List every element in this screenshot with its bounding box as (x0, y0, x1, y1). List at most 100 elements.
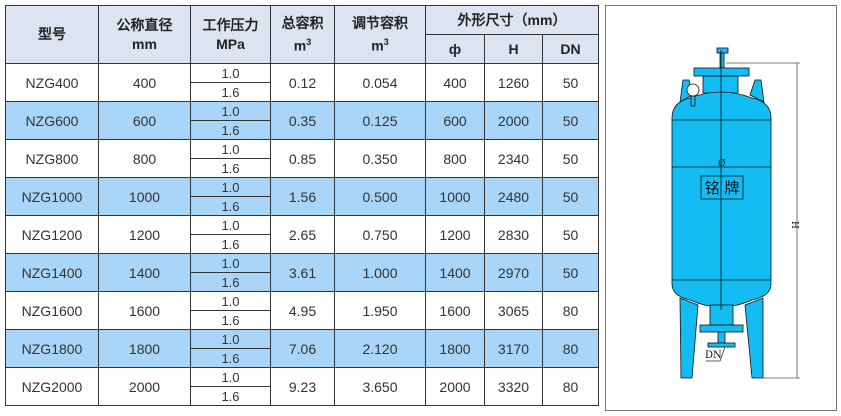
diameter-cell: 1200 (98, 215, 191, 254)
pressure-cell: 1.0 (190, 215, 271, 235)
h-cell: 3065 (484, 291, 543, 330)
h-cell: 3170 (484, 329, 543, 368)
total-volume-cell: 3.61 (270, 253, 335, 292)
model-cell: NZG1400 (5, 253, 99, 292)
h-cell: 2340 (484, 139, 543, 178)
h-cell: 2830 (484, 215, 543, 254)
drain-plate (707, 342, 736, 348)
pressure-cell: 1.0 (190, 291, 271, 311)
gauge-stem (690, 95, 696, 107)
total-volume-cell: 0.12 (270, 63, 335, 102)
table-row: NZG2000 2000 1.0 9.23 3.650 2000 3320 80 (5, 367, 599, 406)
neck (702, 75, 739, 94)
model-cell: NZG400 (5, 63, 99, 102)
top-cap (716, 47, 729, 54)
diameter-cell: 1800 (98, 329, 191, 368)
header-dimensions: 外形尺寸（mm） (425, 5, 599, 35)
table-row-sub: 1.6 (6, 120, 599, 140)
regulating-volume-cell: 1.950 (334, 291, 426, 330)
regulating-volume-cell: 0.125 (334, 101, 426, 140)
pressure-cell: 1.0 (190, 329, 271, 349)
table-row: NZG1200 1200 1.0 2.65 0.750 1200 2830 50 (5, 215, 599, 254)
total-volume-cell: 4.95 (270, 291, 335, 330)
total-volume-cell: 2.65 (270, 215, 335, 254)
dn-leader (719, 346, 726, 362)
h-cell: 2480 (484, 177, 543, 216)
table-row: NZG1400 1400 1.0 3.61 1.000 1400 2970 50 (5, 253, 599, 292)
phi-cell: 600 (425, 101, 485, 140)
phi-cell: 2000 (425, 367, 485, 406)
pressure-cell: 1.6 (190, 348, 271, 368)
header-total-volume: 总容积 m3 (270, 5, 335, 64)
pressure-cell: 1.0 (190, 367, 271, 387)
diameter-cell: 800 (98, 139, 191, 178)
model-cell: NZG1200 (5, 215, 99, 254)
header-h: H (484, 34, 543, 64)
dn-cell: 80 (542, 291, 599, 330)
tank-body (671, 47, 772, 379)
phi-cell: 1400 (425, 253, 485, 292)
phi-cell: 1800 (425, 329, 485, 368)
header-regulating-volume: 调节容积 m3 (334, 5, 426, 64)
diameter-label: Ø (718, 158, 725, 169)
top-flange (693, 67, 750, 77)
h-cell: 2970 (484, 253, 543, 292)
diameter-cell: 1600 (98, 291, 191, 330)
model-cell: NZG600 (5, 101, 99, 140)
table-row: NZG1600 1600 1.0 4.95 1.950 1600 3065 80 (5, 291, 599, 330)
model-cell: NZG1800 (5, 329, 99, 368)
phi-cell: 1600 (425, 291, 485, 330)
pressure-cell: 1.6 (190, 386, 271, 406)
phi-cell: 1200 (425, 215, 485, 254)
regulating-volume-cell: 1.000 (334, 253, 426, 292)
dn-cell: 50 (542, 101, 599, 140)
drain-pipe (717, 331, 726, 344)
header-model: 型号 (5, 5, 99, 64)
diameter-cell: 1400 (98, 253, 191, 292)
table-row-sub: 1.6 (6, 348, 599, 368)
table-row-sub: 1.6 (6, 386, 599, 406)
total-volume-cell: 1.56 (270, 177, 335, 216)
right-lug (749, 79, 765, 103)
spec-table: 型号 公称直径 mm 工作压力 MPa 总容积 m3 调节容积 m3 外形尺寸（mm） … (5, 5, 599, 406)
dn-label: DN (705, 350, 722, 361)
total-volume-cell: 7.06 (270, 329, 335, 368)
diameter-cell: 1000 (98, 177, 191, 216)
pressure-cell: 1.6 (190, 158, 271, 178)
pressure-cell: 1.0 (190, 253, 271, 273)
pressure-cell: 1.0 (190, 63, 271, 83)
table-row-sub: 1.6 (6, 272, 599, 292)
header-dn: DN (542, 34, 599, 64)
diameter-cell: 400 (98, 63, 191, 102)
model-cell: NZG1600 (5, 291, 99, 330)
pressure-cell: 1.0 (190, 177, 271, 197)
right-leg (744, 297, 764, 379)
top-stem (719, 52, 725, 69)
dn-cell: 50 (542, 177, 599, 216)
pressure-gauge-icon (686, 83, 700, 97)
header-diameter: 公称直径 mm (98, 5, 191, 64)
regulating-volume-cell: 3.650 (334, 367, 426, 406)
height-label: H (789, 221, 799, 229)
diagram-panel (605, 5, 837, 411)
vessel (671, 91, 772, 308)
nameplate (700, 175, 744, 200)
total-volume-cell: 0.85 (270, 139, 335, 178)
model-cell: NZG1000 (5, 177, 99, 216)
regulating-volume-cell: 0.350 (334, 139, 426, 178)
regulating-volume-cell: 0.750 (334, 215, 426, 254)
total-volume-cell: 9.23 (270, 367, 335, 406)
pressure-cell: 1.6 (190, 196, 271, 216)
pressure-cell: 1.0 (190, 139, 271, 159)
dn-cell: 50 (542, 139, 599, 178)
h-cell: 1260 (484, 63, 543, 102)
bottom-flange (699, 324, 744, 333)
diameter-cell: 2000 (98, 367, 191, 406)
table-row-sub: 1.6 (6, 310, 599, 330)
dn-cell: 50 (542, 253, 599, 292)
h-cell: 3320 (484, 367, 543, 406)
regulating-volume-cell: 0.054 (334, 63, 426, 102)
pressure-cell: 1.6 (190, 310, 271, 330)
nameplate-label: 铭 牌 (705, 179, 740, 197)
dn-cell: 80 (542, 367, 599, 406)
